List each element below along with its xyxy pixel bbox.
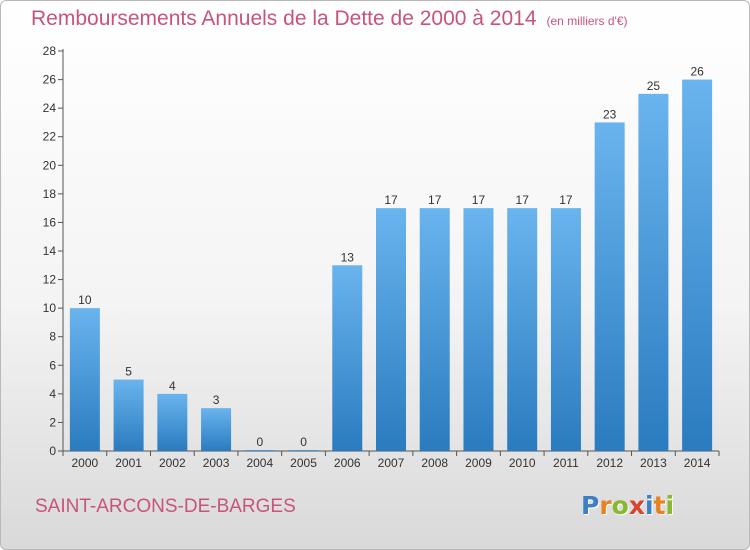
y-tick-label: 10 (43, 301, 57, 315)
y-tick-label: 14 (43, 244, 57, 258)
x-axis: 2000 2001 2002 2003 2004 2005 2006 2007 2008 2009… (62, 450, 720, 470)
bar (376, 208, 406, 451)
data-label: 10 (78, 293, 92, 307)
logo-letter: i (665, 491, 675, 520)
y-tick-label: 4 (49, 387, 56, 401)
data-label: 17 (516, 193, 530, 207)
data-label: 23 (603, 107, 617, 121)
data-labels: 10 5 4 3 0 0 13 17 17 17 17 17 23 25 26 (78, 65, 704, 449)
y-tick-label: 24 (43, 101, 57, 115)
y-tick-label: 2 (49, 415, 56, 429)
y-tick-label: 28 (43, 44, 57, 58)
proxiti-logo[interactable]: Proxiti (581, 491, 689, 523)
bar (638, 93, 669, 451)
bar (682, 79, 713, 452)
y-tick-label: 26 (43, 73, 57, 87)
y-tick-label: 12 (43, 273, 57, 287)
y-tick-label: 6 (49, 358, 56, 372)
x-tick-label: 2012 (596, 456, 623, 470)
y-tick-label: 8 (49, 330, 56, 344)
logo-letter: o (611, 491, 629, 520)
data-label: 17 (472, 193, 486, 207)
logo-letter: P (581, 491, 600, 520)
x-tick-label: 2014 (684, 456, 711, 470)
x-tick-label: 2010 (509, 456, 536, 470)
data-label: 13 (341, 250, 355, 264)
bar (332, 265, 363, 451)
bar (157, 393, 188, 451)
bar (69, 308, 100, 451)
commune-name: SAINT-ARCONS-DE-BARGES (35, 496, 296, 517)
logo-letter: i (645, 491, 654, 520)
bar (507, 208, 538, 451)
y-tick-label: 20 (43, 158, 57, 172)
x-tick-label: 2000 (72, 456, 99, 470)
bar (113, 379, 144, 451)
y-tick-label: 16 (43, 215, 57, 229)
x-tick-label: 2004 (246, 456, 273, 470)
data-label: 26 (690, 65, 704, 79)
logo-letter: x (628, 491, 645, 520)
x-tick-label: 2013 (640, 456, 667, 470)
y-tick-label: 18 (43, 187, 57, 201)
data-label: 25 (647, 79, 661, 93)
data-label: 4 (169, 379, 176, 393)
data-label: 17 (384, 193, 398, 207)
logo-letter: r (599, 491, 612, 520)
x-tick-label: 2006 (334, 456, 361, 470)
bar (244, 450, 275, 451)
bar (201, 408, 232, 451)
x-tick-label: 2002 (159, 456, 186, 470)
x-tick-label: 2011 (553, 456, 579, 470)
bar (594, 122, 625, 451)
data-label: 17 (428, 193, 442, 207)
chart-title-text: Remboursements Annuels de la Dette de 20… (31, 7, 537, 30)
data-label: 0 (300, 435, 307, 449)
bars (69, 79, 713, 452)
data-label: 0 (256, 435, 263, 449)
y-tick-label: 22 (43, 130, 57, 144)
x-tick-label: 2001 (115, 456, 142, 470)
data-label: 3 (213, 393, 220, 407)
x-tick-label: 2007 (378, 456, 405, 470)
chart-title: Remboursements Annuels de la Dette de 20… (31, 7, 628, 31)
bar (463, 208, 494, 451)
y-tick-label: 0 (49, 444, 56, 458)
data-label: 5 (125, 365, 132, 379)
data-label: 17 (559, 193, 573, 207)
logo-letter: t (653, 491, 666, 520)
bar (550, 208, 581, 451)
bar (288, 450, 319, 451)
x-tick-label: 2009 (465, 456, 492, 470)
bar (419, 208, 450, 451)
x-tick-label: 2003 (203, 456, 230, 470)
x-tick-label: 2005 (290, 456, 317, 470)
x-tick-label: 2008 (421, 456, 448, 470)
chart-subtitle: (en milliers d'€) (546, 14, 628, 28)
